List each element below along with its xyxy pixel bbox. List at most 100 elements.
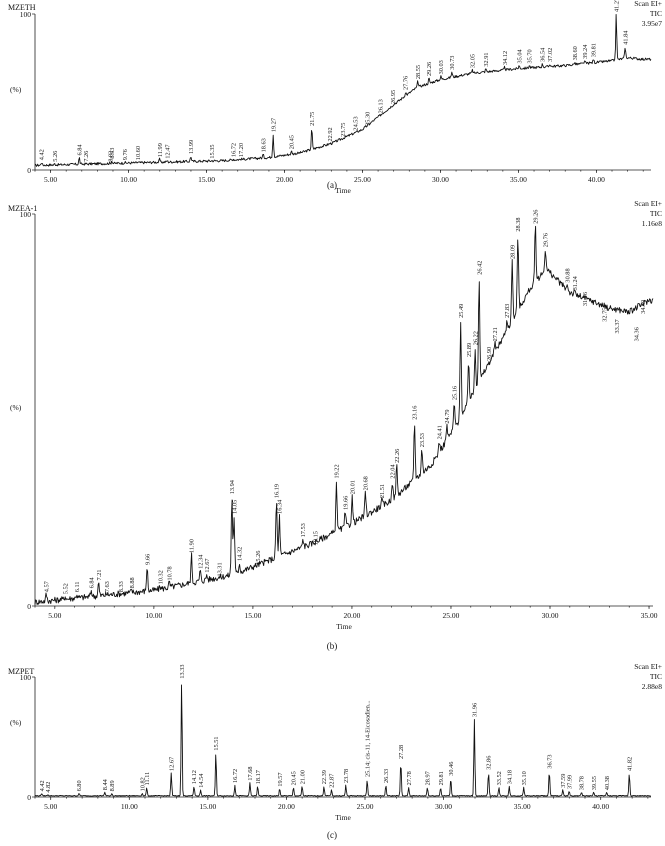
peak-label: 27.28 (398, 745, 405, 759)
peak-label: 17.68 (247, 766, 254, 780)
peak-label: 30.88 (565, 268, 572, 282)
peak-label: 32.05 (470, 54, 477, 68)
peak-label: 28.97 (425, 771, 432, 785)
peak-label: 30.03 (438, 60, 445, 74)
x-tick-label: 25.00 (357, 802, 374, 811)
scan-info-line: Scan EI+ (634, 662, 662, 671)
peak-label: 13.33 (179, 664, 186, 678)
peak-label: 17.20 (238, 143, 245, 157)
x-axis-label: Time (335, 186, 351, 195)
peak-label: 25.14; cis-11, 14-Eicosadien... (364, 700, 371, 777)
sample-name: MZETH (8, 3, 36, 12)
peak-label: 7.21 (96, 569, 103, 580)
x-tick-label: 25.00 (354, 175, 371, 184)
peak-label: 20.45 (289, 135, 296, 149)
y-tick-label: 100 (20, 210, 32, 219)
chart-panel-a: 5.00 10.00 15.00 20.00 25.00 30.00 35.00 40.00 0… (8, 0, 662, 195)
peak-label: 38.60 (572, 46, 579, 60)
peak-label: 19.66 (342, 496, 349, 510)
x-tick-label: 25.00 (443, 611, 460, 620)
peak-label: 15.51 (213, 736, 220, 750)
y-axis-label: (%) (10, 718, 22, 727)
peak-label: 36.54 (540, 47, 547, 62)
peak-label: 41.82 (627, 757, 634, 771)
peak-label: 17.53 (300, 523, 307, 537)
peak-label: 24.53 (352, 116, 359, 130)
peak-label: 21.00 (299, 770, 306, 784)
peak-label: 23.16 (412, 406, 419, 420)
peak-label: 33.37 (614, 319, 621, 333)
scan-info-line: 3.95e7 (642, 19, 662, 28)
peak-label: 12.67 (204, 558, 211, 572)
x-tick-label: 30.00 (542, 611, 559, 620)
peak-label: 22.92 (327, 127, 334, 141)
peak-label: 12.34 (197, 554, 204, 569)
peak-label: 37.99 (566, 775, 573, 789)
peak-label: 28.55 (415, 65, 422, 79)
y-tick-label: 0 (27, 602, 31, 611)
peak-label: 27.21 (492, 327, 499, 341)
peak-label: 19.57 (277, 772, 284, 786)
peak-label: 4.42 (39, 780, 46, 791)
peak-label: 26.90 (486, 347, 493, 361)
peak-label: 11.11 (144, 772, 151, 786)
scan-info-line: 2.88e8 (642, 682, 662, 691)
sample-name: MZPET (8, 667, 34, 676)
y-axis-label: (%) (10, 403, 22, 412)
peak-label: 13.94 (229, 479, 236, 494)
peak-label: 23.75 (340, 123, 347, 137)
peak-label: 20.45 (291, 771, 298, 785)
peak-label: 6.84 (88, 576, 95, 588)
peak-label: 39.55 (591, 776, 598, 790)
peak-label: 15.26 (255, 551, 262, 565)
peak-label: 10.32 (157, 570, 164, 584)
axis-lines (34, 14, 651, 171)
chart-panel-b: 5.00 10.00 15.00 20.00 25.00 30.00 35.00 0 100MZ… (8, 199, 662, 651)
scan-info-line: TIC (650, 209, 662, 218)
peak-label: 15.35 (209, 144, 216, 158)
x-tick-label: 5.00 (48, 611, 61, 620)
peak-label: 37.59 (560, 774, 567, 788)
peak-label: 35.10 (521, 771, 528, 785)
peak-label: 10.60 (135, 146, 142, 160)
peak-label: 32.91 (483, 52, 490, 66)
peak-label: 16.34 (277, 499, 284, 514)
peak-label: 16.19 (274, 484, 281, 498)
x-tick-label: 5.00 (44, 175, 57, 184)
y-tick-label: 100 (20, 673, 32, 682)
y-tick-label: 100 (20, 10, 32, 19)
peak-label: 13.99 (188, 140, 195, 154)
x-tick-label: 20.00 (276, 175, 293, 184)
x-tick-label: 30.00 (432, 175, 449, 184)
peak-label: 19.22 (334, 464, 341, 478)
peak-label: 11.99 (157, 143, 164, 157)
y-tick-label: 0 (27, 793, 31, 802)
x-axis-label: Time (335, 813, 351, 822)
peak-label: 23.78 (343, 769, 350, 783)
panel-caption: (b) (327, 641, 338, 651)
peak-label: 6.80 (76, 780, 83, 791)
peak-label: 8.33 (118, 581, 125, 592)
x-tick-label: 35.00 (641, 611, 658, 620)
peak-label: 35.04 (516, 48, 523, 63)
peak-label: 16.72 (231, 143, 238, 157)
peak-label: 26.13 (377, 99, 384, 113)
peak-label: 9.66 (144, 554, 151, 565)
peak-label: 13.31 (217, 562, 224, 576)
peak-label: 4.42 (39, 149, 46, 160)
x-tick-label: 5.00 (44, 802, 57, 811)
peak-label: 18.63 (260, 138, 267, 152)
peak-label: 21.51 (379, 484, 386, 498)
peak-label: 12.67 (168, 757, 175, 771)
scan-info-line: TIC (650, 672, 662, 681)
x-tick-label: 20.00 (343, 611, 360, 620)
peak-label: 5.52 (62, 583, 69, 594)
scan-info-line: Scan EI+ (634, 0, 662, 8)
peak-label: 21.75 (309, 112, 316, 126)
peak-label: 10.78 (166, 566, 173, 580)
x-tick-label: 10.00 (145, 611, 162, 620)
peak-label: 4.82 (45, 782, 52, 793)
peak-label: 14.54 (198, 773, 205, 788)
peak-label: 8.89 (109, 780, 116, 791)
